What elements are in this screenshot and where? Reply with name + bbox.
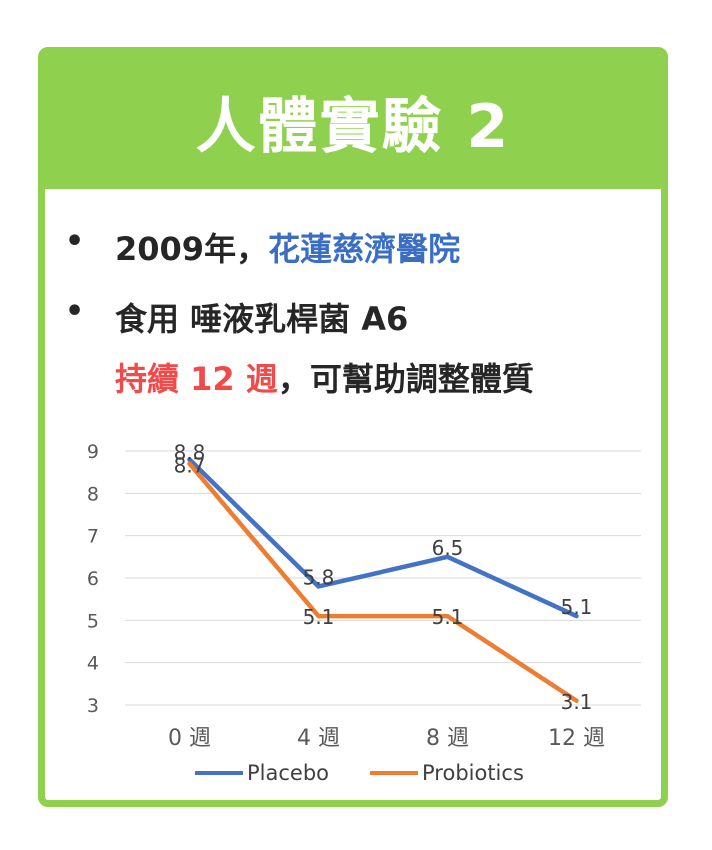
chart-gridlines: [125, 450, 641, 706]
bullet-marker: •: [65, 294, 85, 329]
data-label: 5.8: [303, 565, 335, 589]
legend-label: Probiotics: [422, 761, 524, 785]
bullet-marker: •: [65, 224, 85, 259]
bullet-year-text: 2009年，: [115, 230, 269, 268]
card-header: 人體實驗 2: [45, 54, 661, 189]
data-label: 5.1: [561, 595, 593, 619]
experiment-card: 人體實驗 2 • 2009年，花蓮慈濟醫院 • 食用 唾液乳桿菌 A6 持續 1…: [38, 47, 668, 807]
line-chart: 3 4 5 6 7 8 9 0 週 4 週 8 週 12 週 8.8 5.8 6.5 5.1 8.7 5.1…: [87, 440, 641, 785]
bullet-probiotic-text: 食用 唾液乳桿菌 A6: [115, 300, 409, 338]
y-tick-label: 7: [87, 526, 99, 548]
chart-series: [187, 457, 579, 704]
hospital-name: 花蓮慈濟醫院: [268, 230, 461, 268]
y-tick-label: 6: [87, 568, 99, 590]
data-label: 8.7: [174, 454, 206, 478]
duration-highlight: 持續 12 週: [115, 360, 278, 398]
benefit-text: ，可幫助調整體質: [277, 360, 534, 398]
data-label: 3.1: [561, 690, 593, 714]
y-tick-label: 9: [87, 441, 99, 463]
series-line-placebo: [187, 457, 579, 619]
x-tick-label: 0 週: [168, 726, 211, 751]
data-label: 5.1: [432, 605, 464, 629]
series-line-probiotics: [187, 461, 579, 704]
y-tick-label: 3: [87, 695, 99, 717]
y-tick-label: 4: [87, 653, 99, 675]
data-label: 5.1: [303, 605, 335, 629]
card-title: 人體實驗 2: [195, 92, 511, 162]
data-label: 8.8: [174, 440, 206, 464]
data-labels: 8.8 5.8 6.5 5.1 8.7 5.1 5.1 3.1: [174, 440, 593, 713]
data-label: 6.5: [432, 536, 464, 560]
x-axis-ticks: 0 週 4 週 8 週 12 週: [168, 726, 605, 751]
x-tick-label: 4 週: [297, 726, 340, 751]
chart-legend: Placebo Probiotics: [195, 761, 524, 785]
y-axis-ticks: 3 4 5 6 7 8 9: [87, 441, 99, 717]
x-tick-label: 8 週: [426, 726, 469, 751]
legend-label: Placebo: [247, 761, 329, 785]
y-tick-label: 5: [87, 610, 99, 632]
x-tick-label: 12 週: [548, 726, 605, 751]
y-tick-label: 8: [87, 483, 99, 505]
